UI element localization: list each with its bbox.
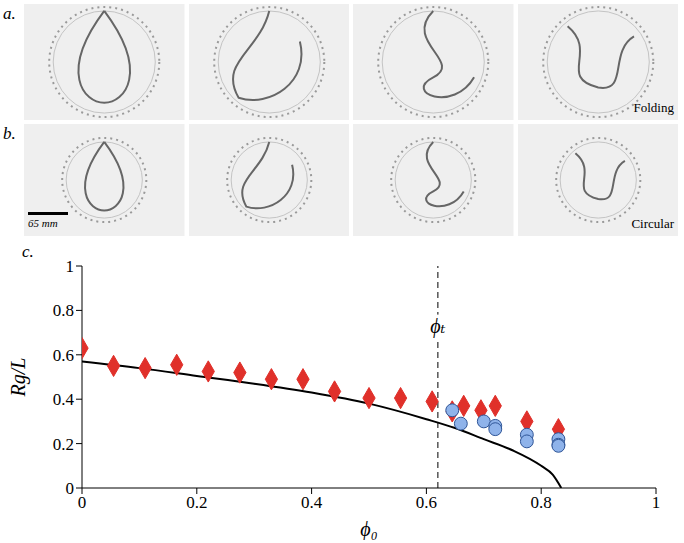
html-text:65 mm: 65 mm [28,217,58,229]
html-text:b.: b. [3,124,16,143]
svg-text:Rg/L: Rg/L [7,358,30,398]
html-text:Circular: Circular [631,216,674,231]
svg-text:ϕ₀: ϕ₀ [360,518,377,540]
svg-text:0.8: 0.8 [53,301,74,320]
svg-text:0.6: 0.6 [53,346,74,365]
svg-text:0.4: 0.4 [301,493,323,512]
svg-text:0.8: 0.8 [531,493,552,512]
html-text:a.: a. [3,4,16,23]
html-text:Folding: Folding [633,100,674,115]
html-text:c.: c. [22,242,34,261]
svg-text:0: 0 [78,493,87,512]
svg-text:1: 1 [652,493,661,512]
svg-text:0.2: 0.2 [53,435,74,454]
svg-text:0.4: 0.4 [53,390,75,409]
svg-text:1: 1 [66,257,75,276]
svg-text:0.2: 0.2 [186,493,207,512]
svg-text:0: 0 [66,479,75,498]
svg-text:ϕₜ: ϕₜ [430,315,445,338]
svg-text:0.6: 0.6 [416,493,437,512]
